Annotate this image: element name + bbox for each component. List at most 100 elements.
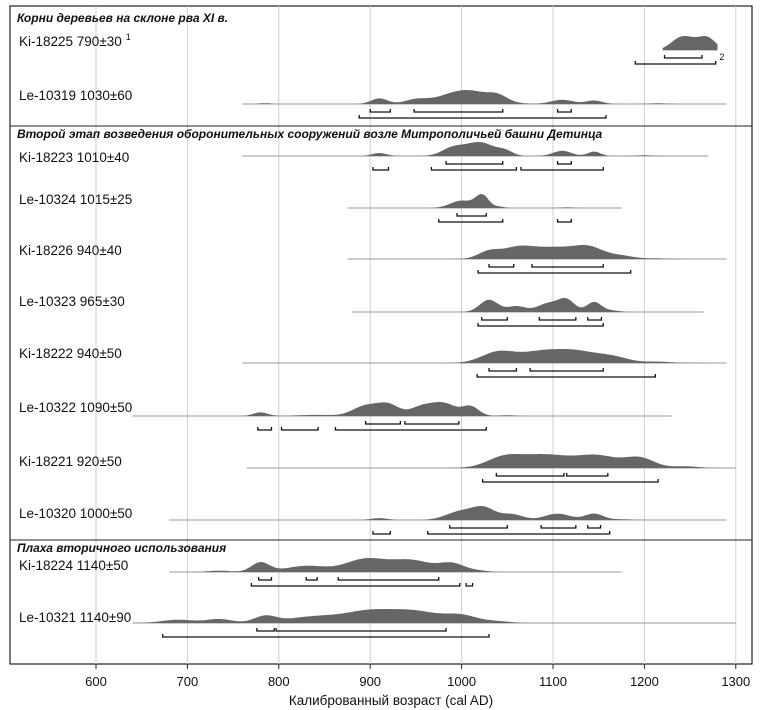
range-bracket (529, 368, 604, 372)
range-bracket (280, 427, 319, 431)
probability-distribution (242, 142, 709, 156)
x-axis-label: Калиброванный возраст (cal AD) (289, 693, 493, 708)
range-bracket (250, 583, 461, 587)
sample-row: Le-10320 1000±50 (19, 506, 727, 535)
range-bracket (538, 317, 577, 321)
x-tick-label: 1100 (539, 674, 567, 689)
range-bracket (495, 473, 565, 477)
range-bracket (488, 368, 518, 372)
range-bracket (256, 628, 275, 632)
sample-label: Le-10322 1090±50 (19, 400, 132, 415)
probability-distribution (242, 349, 727, 363)
probability-distribution (662, 36, 718, 50)
range-bracket (531, 264, 604, 268)
range-bracket (481, 317, 508, 321)
range-bracket (477, 270, 632, 274)
range-bracket (427, 531, 611, 535)
plot-frame (9, 5, 753, 665)
x-tick-label: 600 (85, 674, 107, 689)
range-bracket (566, 473, 609, 477)
range-bracket (305, 577, 318, 581)
sample-row: Ki-18221 920±50 (19, 454, 736, 483)
sample-row: Le-10322 1090±50 (19, 400, 672, 431)
range-bracket (488, 264, 515, 268)
sample-row: Ki-18225 790±30 1 2 (19, 32, 724, 65)
sample-row: Le-10324 1015±25 (19, 192, 622, 223)
range-bracket (162, 634, 490, 638)
range-bracket (358, 115, 607, 119)
probability-distribution (132, 402, 672, 416)
range-bracket (372, 167, 390, 171)
probability-distribution (351, 298, 704, 312)
range-bracket (476, 374, 657, 378)
sample-label: Le-10323 965±30 (19, 294, 125, 309)
sample-row: Ki-18226 940±40 (19, 243, 727, 274)
range-bracket (369, 109, 391, 113)
range-bracket (556, 109, 572, 113)
footnote-marker: 1 (126, 32, 131, 42)
x-tick-label: 800 (268, 674, 290, 689)
x-tick-label: 1300 (721, 674, 750, 689)
sample-row: Le-10319 1030±60 (19, 88, 727, 119)
x-tick-label: 1200 (630, 674, 659, 689)
section-title: Корни деревьев на склоне рва XI в. (17, 11, 228, 25)
range-bracket (520, 167, 604, 171)
probability-distribution (347, 194, 622, 208)
range-bracket (257, 427, 273, 431)
x-tick-label: 700 (177, 674, 199, 689)
range-bracket (275, 628, 447, 632)
range-bracket (663, 55, 703, 59)
range-bracket (634, 61, 717, 65)
range-bracket (438, 219, 504, 223)
range-bracket (481, 479, 659, 483)
sample-row: Ki-18222 940±50 (19, 346, 727, 378)
range-bracket (404, 421, 460, 425)
range-bracket (587, 525, 602, 529)
range-bracket (449, 525, 508, 529)
range-bracket (372, 531, 391, 535)
range-bracket (364, 421, 402, 425)
footnote-marker: 2 (719, 52, 724, 62)
probability-distribution (246, 454, 736, 468)
range-bracket (258, 577, 273, 581)
range-bracket (556, 219, 572, 223)
range-bracket (334, 427, 487, 431)
range-bracket (456, 213, 487, 217)
range-bracket (445, 161, 504, 165)
section-title: Плаха вторичного использования (17, 541, 226, 555)
range-bracket (413, 109, 504, 113)
sample-label: Ki-18221 920±50 (19, 454, 122, 469)
probability-distribution (242, 90, 727, 104)
range-bracket (556, 161, 572, 165)
sample-label: Ki-18222 940±50 (19, 346, 122, 361)
sample-rows: Ki-18225 790±30 1 2 Le-10319 1030±60 Ki-1822… (19, 32, 736, 638)
sample-label: Ki-18224 1140±50 (19, 558, 128, 573)
x-axis: 600 700 800 900 1000 1100 1200 1300 (85, 664, 750, 689)
x-tick-label: 1000 (447, 674, 476, 689)
probability-distribution (169, 558, 622, 572)
sample-row: Ki-18223 1010±40 (19, 142, 709, 171)
sample-row: Le-10321 1140±90 (19, 609, 736, 638)
probability-distribution (347, 245, 727, 259)
sample-label: Le-10324 1015±25 (19, 192, 132, 207)
probability-distribution (169, 506, 727, 520)
sample-label: Ki-18223 1010±40 (19, 150, 129, 165)
range-bracket (477, 323, 604, 327)
sample-row: Ki-18224 1140±50 (19, 558, 622, 587)
sample-label: Le-10321 1140±90 (19, 610, 131, 625)
range-bracket (587, 317, 603, 321)
section-dividers: Корни деревьев на склоне рва XI в. Второй… (10, 11, 752, 555)
x-tick-label: 900 (359, 674, 381, 689)
range-bracket (465, 583, 474, 587)
probability-distribution (132, 609, 736, 623)
range-bracket (337, 577, 440, 581)
sample-label: Le-10320 1000±50 (19, 506, 132, 521)
range-bracket (540, 525, 577, 529)
grid (95, 6, 737, 664)
range-bracket (430, 167, 518, 171)
sample-label: Le-10319 1030±60 (19, 88, 132, 103)
sample-label: Ki-18225 790±30 (19, 34, 122, 49)
sample-row: Le-10323 965±30 (19, 294, 704, 327)
sample-label: Ki-18226 940±40 (19, 243, 122, 258)
